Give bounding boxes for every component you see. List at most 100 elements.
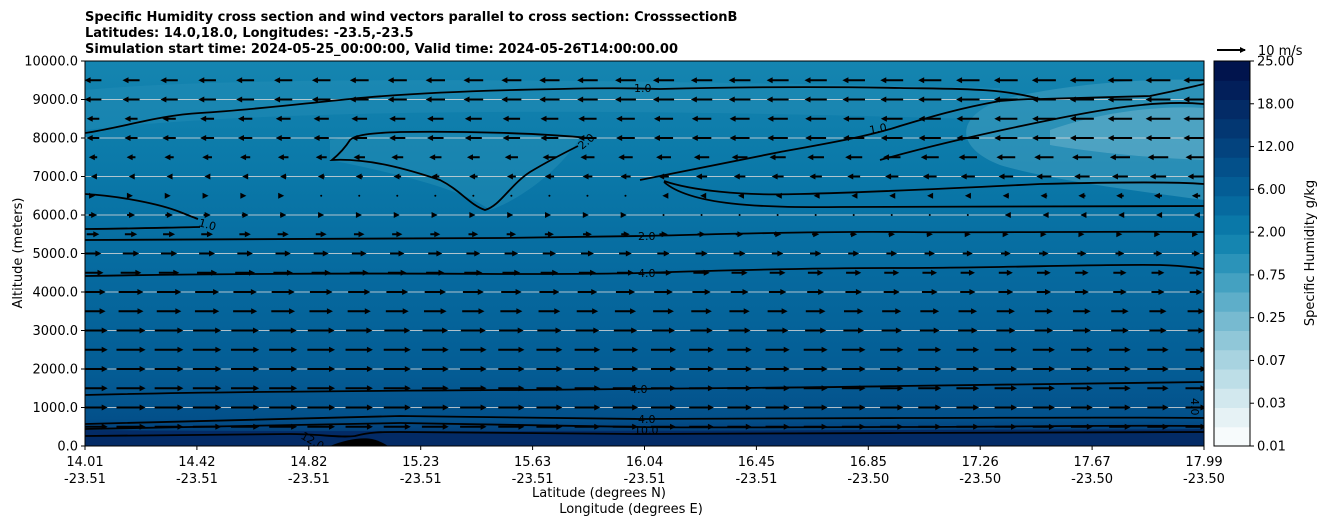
wind-vector xyxy=(510,194,513,197)
wind-vector xyxy=(85,327,108,334)
wind-vector xyxy=(384,327,411,334)
wind-vector xyxy=(1070,366,1093,372)
colorbar xyxy=(1214,61,1250,447)
wind-vector xyxy=(574,366,601,372)
wind-vector xyxy=(162,135,176,141)
wind-vectors xyxy=(85,77,1204,430)
wind-vector xyxy=(383,404,411,411)
wind-vector xyxy=(841,423,866,430)
y-tick-label: 8000.0 xyxy=(33,132,79,147)
wind-vector xyxy=(1073,308,1091,315)
wind-vector xyxy=(464,269,483,276)
wind-vector xyxy=(613,327,638,334)
wind-vector xyxy=(194,308,220,315)
wind-vector xyxy=(1070,385,1093,392)
wind-vector xyxy=(1040,192,1048,199)
wind-vector xyxy=(729,135,750,141)
wind-vector xyxy=(814,214,817,216)
wind-vector xyxy=(841,404,866,411)
colorbar-segment xyxy=(1214,215,1250,235)
wind-vector xyxy=(1147,423,1169,430)
wind-vector xyxy=(1113,269,1127,276)
wind-vector xyxy=(154,404,184,411)
x-tick-label-lon: -23.50 xyxy=(959,472,1001,487)
wind-vector xyxy=(464,135,482,141)
wind-vector xyxy=(620,212,627,218)
wind-vector xyxy=(85,250,102,257)
wind-vector xyxy=(116,366,146,372)
wind-vector xyxy=(615,77,636,84)
wind-vector xyxy=(918,77,942,84)
wind-vector xyxy=(578,269,597,276)
wind-vector xyxy=(422,327,449,334)
wind-vector xyxy=(502,269,521,276)
x-tick-label-lat: 17.99 xyxy=(1185,455,1222,470)
wind-vector xyxy=(462,289,484,295)
wind-vector xyxy=(275,115,291,122)
wind-vector xyxy=(358,194,361,197)
wind-vector xyxy=(765,366,790,372)
y-tick-label: 9000.0 xyxy=(33,93,79,108)
y-axis: 0.0 1000.0 2000.0 3000.0 4000.0 5000.0 6000.0 7… xyxy=(24,55,85,455)
wind-vector xyxy=(239,231,251,238)
wind-vector xyxy=(612,404,639,411)
wind-vector xyxy=(116,385,146,392)
wind-vector xyxy=(154,327,184,334)
colorbar-tick-label: 18.00 xyxy=(1257,97,1294,112)
wind-vector xyxy=(996,154,1016,161)
wind-vector xyxy=(1116,231,1123,238)
wind-vector xyxy=(962,250,973,257)
wind-vector xyxy=(164,154,174,161)
wind-vector xyxy=(501,96,522,103)
wind-vector xyxy=(198,96,216,103)
wind-vector xyxy=(614,308,637,315)
wind-vector xyxy=(769,154,786,161)
colorbar-tick-label: 25.00 xyxy=(1257,55,1294,70)
wind-vector xyxy=(994,404,1018,411)
wind-vector xyxy=(652,77,675,84)
wind-vector xyxy=(888,231,895,238)
x-tick-label-lon: -23.50 xyxy=(1183,472,1225,487)
wind-vector xyxy=(231,346,260,353)
wind-vector xyxy=(469,173,478,180)
wind-vector xyxy=(434,194,437,197)
wind-vector xyxy=(460,404,487,411)
wind-vector xyxy=(1032,385,1055,392)
wind-vector xyxy=(1189,269,1203,276)
wind-vector xyxy=(958,327,978,334)
wind-vector xyxy=(389,135,406,141)
wind-vector xyxy=(279,173,287,180)
wind-vector xyxy=(843,135,865,141)
wind-vector xyxy=(769,269,786,276)
wind-vector xyxy=(616,115,635,122)
wind-vector xyxy=(156,308,182,315)
wind-vector xyxy=(463,77,484,84)
colorbar-tick-label: 0.03 xyxy=(1257,397,1286,412)
wind-vector xyxy=(659,231,668,238)
wind-vector xyxy=(124,115,138,122)
wind-vector xyxy=(1109,154,1130,161)
wind-vector xyxy=(691,115,712,122)
wind-vector xyxy=(313,250,329,257)
wind-vector xyxy=(803,366,828,372)
wind-vector xyxy=(469,212,476,218)
wind-vector xyxy=(1069,115,1094,122)
wind-vector xyxy=(804,77,827,84)
wind-vector xyxy=(889,192,896,199)
chart-title-line-2: Latitudes: 14.0,18.0, Longitudes: -23.5,… xyxy=(85,26,414,41)
colorbar-label: Specific Humidity g/kg xyxy=(1303,180,1318,326)
wind-vector xyxy=(240,154,251,161)
colorbar-segment xyxy=(1214,388,1250,408)
wind-vector xyxy=(880,385,904,392)
wind-vector xyxy=(387,96,407,103)
wind-vector xyxy=(538,308,561,315)
contour-1-left-lower xyxy=(85,226,201,230)
wind-vector xyxy=(994,385,1018,392)
wind-vector xyxy=(994,423,1018,430)
wind-vector xyxy=(700,214,703,216)
wind-vector xyxy=(269,327,297,334)
wind-vector xyxy=(390,250,405,257)
x-tick-label-lat: 17.67 xyxy=(1073,455,1110,470)
contour-2-dry-patch xyxy=(329,130,589,211)
wind-vector xyxy=(652,96,675,103)
